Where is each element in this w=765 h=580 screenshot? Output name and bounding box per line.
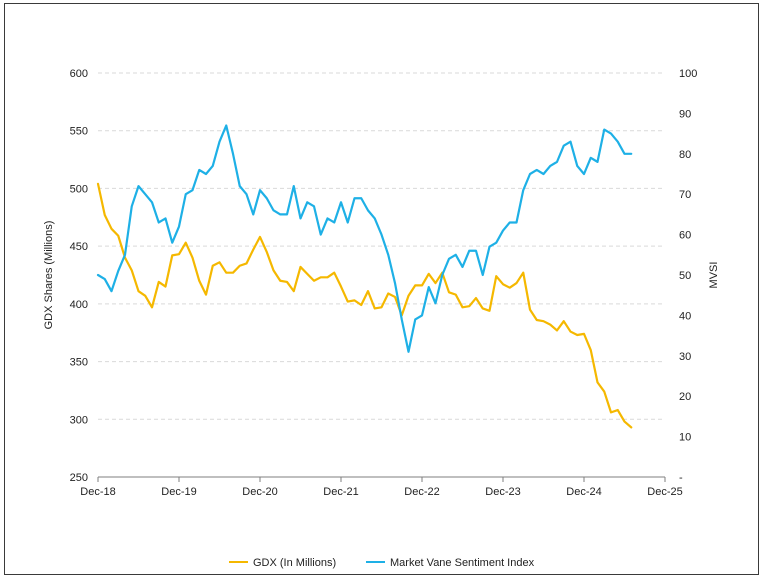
right-axis-ticks: 100 90 80 70 60 50 40 30 20 10 - — [679, 68, 697, 484]
x-tick-label: Dec-23 — [485, 486, 520, 498]
chart-frame — [4, 3, 759, 575]
x-tick-label: Dec-18 — [80, 486, 115, 498]
legend: GDX (In Millions) Market Vane Sentiment … — [229, 557, 535, 569]
y-left-tick-label: 350 — [70, 357, 88, 369]
y-right-tick-label: 20 — [679, 391, 691, 403]
y-left-tick-label: 550 — [70, 126, 88, 138]
x-tick-label: Dec-19 — [161, 486, 196, 498]
series-lines — [96, 124, 633, 429]
legend-label-gdx: GDX (In Millions) — [253, 557, 336, 569]
y-right-tick-label: 40 — [679, 310, 691, 322]
y-right-tick-label: 70 — [679, 189, 691, 201]
legend-label-mvsi: Market Vane Sentiment Index — [390, 557, 535, 569]
y-left-tick-label: 450 — [70, 241, 88, 253]
x-tick-label: Dec-22 — [404, 486, 439, 498]
y-left-tick-label: 600 — [70, 68, 88, 80]
y-left-axis-title: GDX Shares (Millions) — [43, 221, 55, 330]
y-right-tick-label: 10 — [679, 432, 691, 444]
y-right-tick-label: 60 — [679, 230, 691, 242]
y-left-tick-label: 300 — [70, 414, 88, 426]
x-tick-label: Dec-25 — [647, 486, 682, 498]
y-right-axis-title: MVSI — [708, 262, 720, 289]
x-tick-label: Dec-24 — [566, 486, 601, 498]
y-left-tick-label: 250 — [70, 472, 88, 484]
y-right-tick-label: 30 — [679, 351, 691, 363]
left-axis-ticks: 600 550 500 450 400 350 300 250 — [70, 68, 88, 484]
x-tick-label: Dec-21 — [323, 486, 358, 498]
series-line-mvsi — [96, 124, 633, 353]
x-axis-ticks: Dec-18 Dec-19 Dec-20 Dec-21 Dec-22 Dec-23 Dec-… — [80, 486, 682, 498]
y-left-tick-label: 500 — [70, 183, 88, 195]
y-right-tick-label: 50 — [679, 270, 691, 282]
y-right-tick-label: 80 — [679, 149, 691, 161]
y-left-tick-label: 400 — [70, 299, 88, 311]
gridlines — [98, 72, 665, 420]
x-tick-label: Dec-20 — [242, 486, 277, 498]
series-line-gdx — [96, 182, 633, 429]
y-right-tick-label: 90 — [679, 108, 691, 120]
y-right-tick-label: - — [679, 472, 683, 484]
axes — [97, 476, 666, 482]
y-right-tick-label: 100 — [679, 68, 697, 80]
